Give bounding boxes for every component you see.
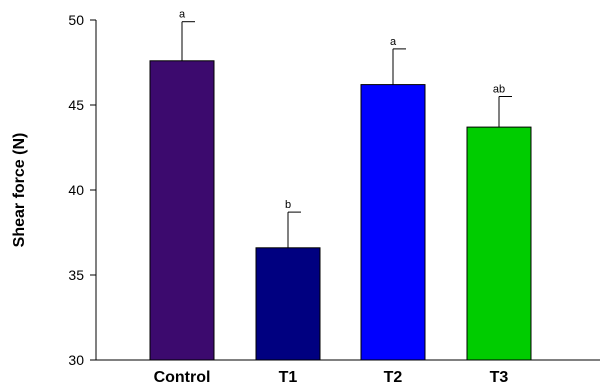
bar-t3 (466, 126, 532, 361)
x-tick-label: Control (154, 369, 211, 383)
y-axis-label: Shear force (N) (11, 133, 28, 248)
bars (149, 60, 532, 361)
bar-control (149, 60, 215, 361)
significance-label: b (285, 199, 291, 211)
significance-label: ab (493, 84, 505, 96)
y-tick-label: 40 (68, 182, 84, 198)
x-tick-label: T2 (384, 369, 403, 383)
significance-label: a (179, 9, 186, 21)
error-bars (181, 21, 512, 248)
significance-label: a (390, 36, 397, 48)
y-axis: 30 35 40 45 50 (68, 12, 96, 368)
bar-t1 (255, 247, 321, 361)
bar-t2 (360, 84, 426, 361)
x-tick-label: T1 (279, 369, 298, 383)
x-tick-label: T3 (490, 369, 509, 383)
y-tick-label: 45 (68, 97, 84, 113)
y-tick-label: 35 (68, 267, 84, 283)
y-tick-label: 50 (68, 12, 84, 28)
x-axis: Control T1 T2 T3 (154, 369, 509, 383)
y-tick-label: 30 (68, 352, 84, 368)
